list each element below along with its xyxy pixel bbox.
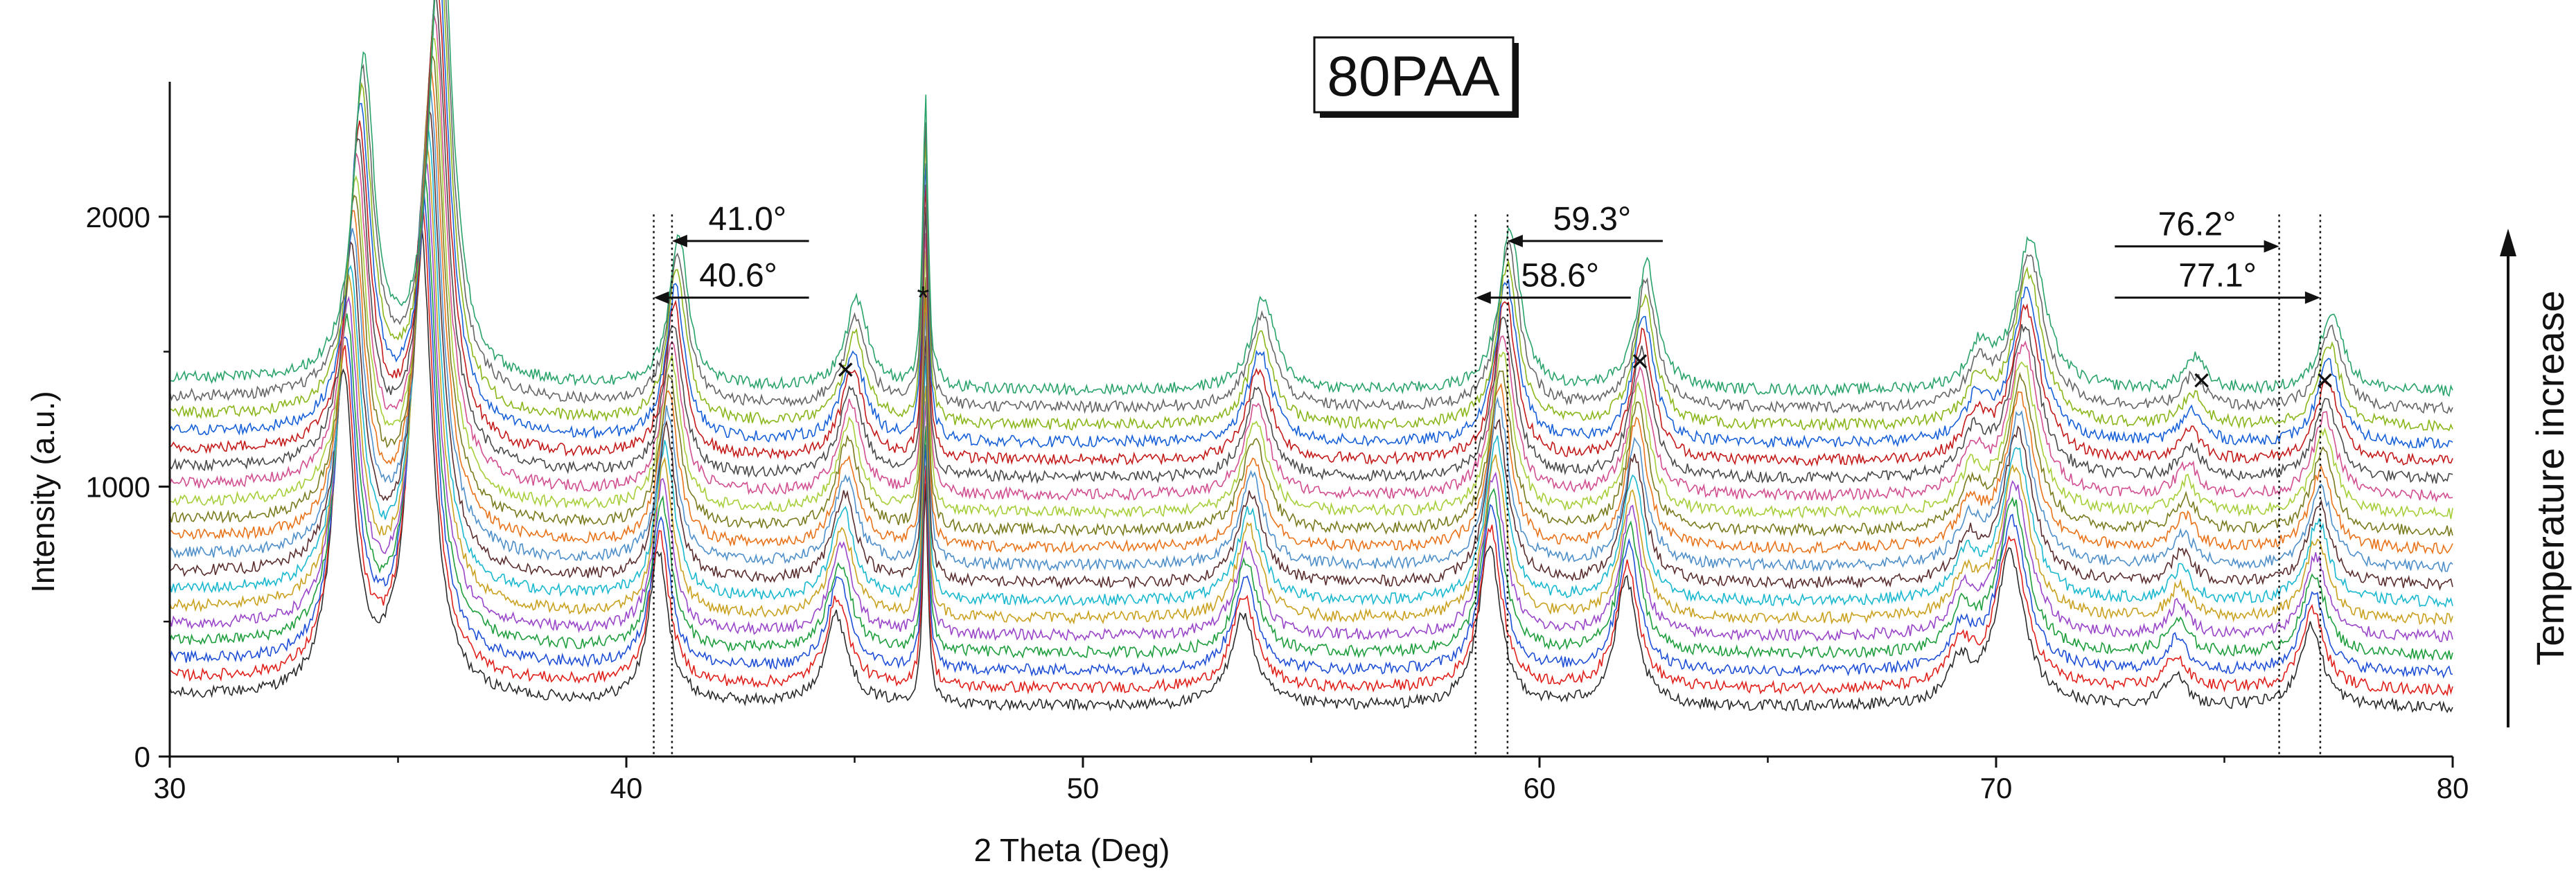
temperature-arrow-head <box>2500 229 2516 256</box>
peak-marker-4: × <box>2192 362 2211 398</box>
shift-label-6: 77.1° <box>2178 258 2257 294</box>
series-line-6 <box>169 143 2453 626</box>
series-line-3 <box>169 188 2453 679</box>
shift-label-5: 76.2° <box>2158 206 2237 243</box>
x-tick-label-70: 70 <box>1980 772 2013 804</box>
shift-arrow-head-2 <box>653 291 669 304</box>
axes: 30 40 50 60 70 80 0 1000 2000 <box>86 82 2469 804</box>
series-line-4 <box>169 173 2453 662</box>
peak-marker-2: × <box>836 351 855 387</box>
reference-lines <box>653 214 2322 757</box>
shift-arrow-head-6 <box>2304 291 2320 304</box>
x-tick-label-50: 50 <box>1067 772 1100 804</box>
shift-label-1: 41.0° <box>708 201 786 238</box>
shift-arrow-head-1 <box>671 234 687 247</box>
y-axis-label: Intensity (a.u.) <box>25 391 61 592</box>
series-line-12 <box>169 37 2453 520</box>
x-tick-label-60: 60 <box>1524 772 1556 804</box>
shift-arrow-head-4 <box>1475 291 1491 304</box>
x-tick-label-40: 40 <box>610 772 643 804</box>
title-box-frame <box>1313 36 1515 114</box>
peak-marker-3: × <box>1631 343 1650 379</box>
series-line-18 <box>169 0 2453 414</box>
y-tick-label-1000: 1000 <box>86 470 150 503</box>
shift-label-3: 59.3° <box>1553 201 1632 238</box>
series-layer <box>169 0 2453 714</box>
series-line-7 <box>169 123 2453 608</box>
x-tick-label-80: 80 <box>2437 772 2469 804</box>
series-line-5 <box>169 159 2453 642</box>
series-line-2 <box>169 207 2453 697</box>
annotations: 41.0° 40.6° 59.3° 58.6° 76.2° 77.1° * × × × × <box>653 201 2334 398</box>
title-box: 80PAA <box>1313 36 1519 118</box>
shift-arrow-head-3 <box>1507 234 1523 247</box>
x-tick-label-30: 30 <box>154 772 186 804</box>
y-tick-label-2000: 2000 <box>86 201 150 233</box>
temperature-increase-label: Temperature increase <box>2528 290 2572 666</box>
series-line-17 <box>169 0 2453 433</box>
x-axis-label: 2 Theta (Deg) <box>974 832 1170 868</box>
series-line-19 <box>169 0 2453 398</box>
series-line-9 <box>169 89 2453 573</box>
peak-marker-1: * <box>917 280 929 316</box>
series-line-10 <box>169 66 2453 555</box>
series-line-8 <box>169 106 2453 591</box>
series-line-11 <box>169 55 2453 537</box>
series-line-14 <box>169 0 2453 484</box>
series-line-1 <box>169 223 2453 714</box>
temperature-indicator: Temperature increase <box>2500 229 2572 727</box>
chart-title: 80PAA <box>1327 45 1500 108</box>
series-line-13 <box>169 15 2453 503</box>
peak-marker-5: × <box>2315 362 2334 398</box>
shift-label-2: 40.6° <box>699 258 777 294</box>
y-tick-label-0: 0 <box>134 741 150 773</box>
shift-label-4: 58.6° <box>1521 258 1599 294</box>
shift-arrow-head-5 <box>2264 240 2279 253</box>
series-line-15 <box>169 0 2453 467</box>
series-line-16 <box>169 0 2453 450</box>
